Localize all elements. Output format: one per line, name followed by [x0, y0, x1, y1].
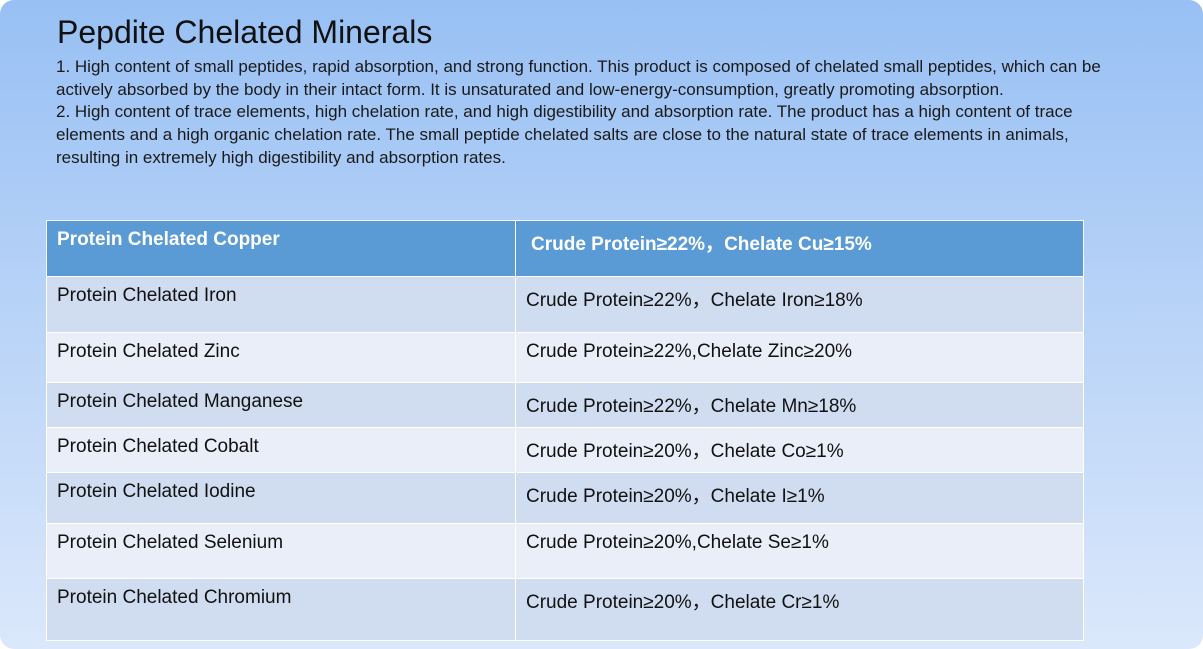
- table-cell: Crude Protein≥20%，Chelate I≥1%: [515, 472, 1084, 524]
- mineral-table: Protein Chelated Copper Crude Protein≥22%…: [46, 220, 1084, 641]
- table-cell: Crude Protein≥20%,Chelate Se≥1%: [515, 523, 1084, 579]
- table-row: Protein Chelated Iron Crude Protein≥22%，C…: [46, 276, 1084, 333]
- table-cell: Crude Protein≥20%，Chelate Cr≥1%: [515, 578, 1084, 641]
- table-cell: Protein Chelated Selenium: [46, 523, 516, 579]
- table-cell: Crude Protein≥22%，Chelate Mn≥18%: [515, 382, 1084, 428]
- table-row: Protein Chelated Cobalt Crude Protein≥20%…: [46, 427, 1084, 473]
- intro: 1. High content of small peptides, rapid…: [56, 56, 1126, 170]
- title: Pepdite Chelated Minerals: [57, 14, 433, 50]
- table-row: Protein Chelated Copper Crude Protein≥22%…: [46, 220, 1084, 277]
- table-row: Protein Chelated Selenium Crude Protein≥2…: [46, 523, 1084, 579]
- table-cell: Protein Chelated Zinc: [46, 332, 516, 383]
- table-body: Protein Chelated Copper Crude Protein≥22%…: [46, 220, 1084, 641]
- table-cell: Protein Chelated Cobalt: [46, 427, 516, 473]
- table-cell: Protein Chelated Manganese: [46, 382, 516, 428]
- table-row: Protein Chelated Iodine Crude Protein≥20%…: [46, 472, 1084, 524]
- table-row: Protein Chelated Manganese Crude Protein≥…: [46, 382, 1084, 428]
- table-cell: Crude Protein≥22%，Chelate Iron≥18%: [515, 276, 1084, 333]
- table-cell: Crude Protein≥20%，Chelate Co≥1%: [515, 427, 1084, 473]
- table-cell: Protein Chelated Iron: [46, 276, 516, 333]
- table-cell: Protein Chelated Copper: [46, 220, 516, 277]
- table-cell: Crude Protein≥22%,Chelate Zinc≥20%: [515, 332, 1084, 383]
- table-cell: Crude Protein≥22%，Chelate Cu≥15%: [515, 220, 1084, 277]
- table-row: Protein Chelated Chromium Crude Protein≥2…: [46, 578, 1084, 641]
- table-cell: Protein Chelated Chromium: [46, 578, 516, 641]
- table-cell: Protein Chelated Iodine: [46, 472, 516, 524]
- table-row: Protein Chelated Zinc Crude Protein≥22%,C…: [46, 332, 1084, 383]
- paragraph: 2. High content of trace elements, high …: [56, 102, 1073, 167]
- paragraph: 1. High content of small peptides, rapid…: [56, 57, 1101, 99]
